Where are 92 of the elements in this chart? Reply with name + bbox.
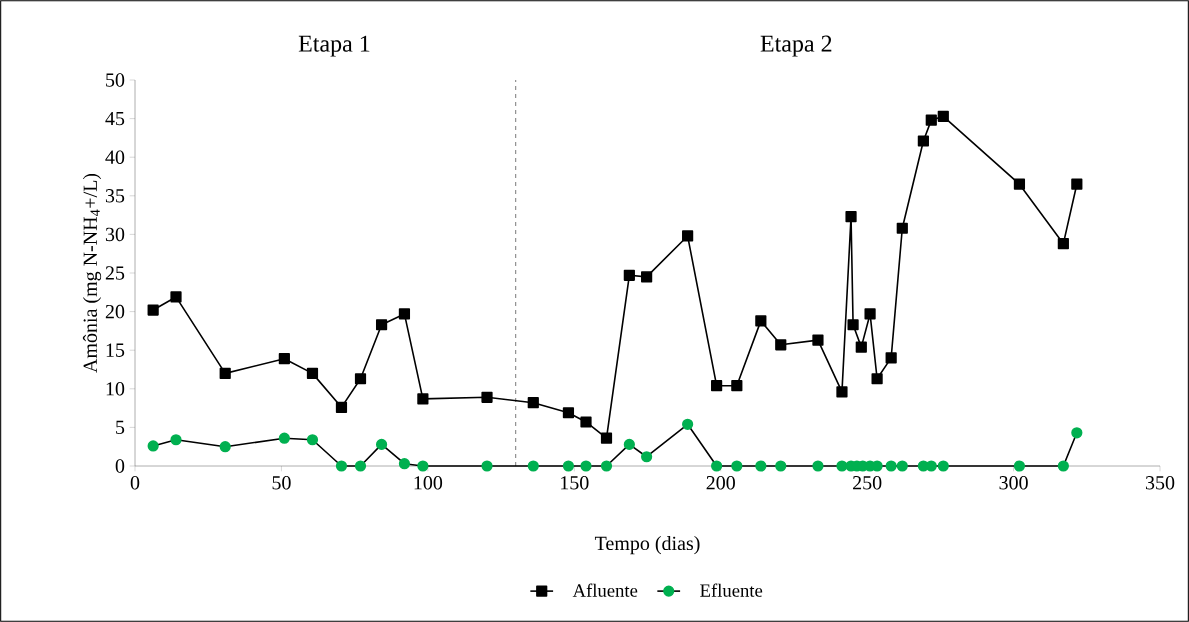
point [600, 460, 613, 472]
point [219, 441, 231, 453]
point [562, 407, 575, 419]
point [481, 460, 493, 472]
point [1057, 460, 1069, 472]
y-tick-label: 20 [105, 304, 125, 319]
point [335, 460, 348, 472]
point [278, 432, 290, 444]
point [170, 434, 182, 446]
point [306, 434, 319, 446]
point [871, 373, 883, 385]
point [375, 319, 388, 331]
y-tick-label: 40 [105, 150, 125, 164]
point [885, 352, 897, 364]
point [147, 304, 159, 316]
point [1013, 460, 1026, 472]
legend-label: Efluente [700, 583, 763, 597]
y-tick-label: 5 [116, 420, 125, 435]
y-tick-label: 45 [105, 111, 125, 126]
point [755, 460, 767, 472]
point [711, 460, 723, 472]
point [682, 230, 694, 242]
point [1057, 238, 1069, 250]
x-tick-label: 200 [706, 476, 735, 490]
y-tick-label: 10 [106, 382, 125, 396]
y-tick-label: 0 [115, 459, 125, 473]
y-tick-label: 15 [106, 343, 125, 357]
point [775, 460, 787, 472]
text: Etapa 1 [298, 35, 370, 57]
x-tick-label: 50 [272, 476, 291, 490]
point [682, 418, 694, 430]
point [847, 319, 859, 331]
point [219, 367, 231, 379]
point [306, 367, 319, 379]
y-tick-label: 30 [105, 227, 125, 242]
point [925, 114, 937, 126]
legend-label: Afluente [572, 583, 638, 597]
point [354, 460, 367, 472]
point [731, 380, 743, 392]
x-tick-label: 350 [1145, 476, 1175, 490]
point [896, 460, 908, 472]
point [845, 211, 857, 223]
point [278, 353, 290, 365]
point [917, 135, 929, 147]
point [417, 393, 429, 405]
point [335, 401, 348, 413]
point [812, 334, 824, 346]
point [937, 110, 949, 122]
point [641, 451, 653, 463]
point [600, 432, 613, 444]
point [623, 269, 635, 281]
x-tick-label: 100 [414, 476, 443, 490]
point [398, 458, 411, 470]
point [775, 339, 787, 351]
point [1071, 178, 1083, 190]
x-tick-label: 150 [561, 476, 589, 490]
point [527, 460, 539, 472]
point [836, 386, 848, 398]
point [354, 373, 367, 385]
y-tick-label: 35 [105, 189, 125, 203]
point [375, 438, 388, 450]
point [580, 460, 592, 472]
point [896, 222, 908, 234]
point [398, 308, 411, 320]
point [755, 315, 767, 327]
point [864, 308, 876, 320]
point [527, 397, 539, 409]
y-tick-label: 50 [106, 73, 125, 87]
point [481, 391, 493, 403]
x-tick-label: 250 [853, 476, 882, 490]
point [417, 460, 429, 472]
point [731, 460, 743, 472]
point [1013, 178, 1026, 190]
point [812, 460, 824, 472]
point [580, 416, 592, 428]
point [641, 271, 653, 283]
point [147, 440, 159, 452]
point [855, 341, 867, 353]
point [711, 380, 723, 392]
point [1071, 427, 1083, 439]
y-tick-label: 25 [105, 266, 125, 280]
point [623, 438, 635, 450]
point [170, 291, 182, 303]
y-axis-title: Amônia (mg N-NH$_{4}$+/L) [82, 173, 102, 373]
x-tick-label: 300 [999, 476, 1028, 490]
point [937, 460, 949, 472]
x-axis-title: Tempo (dias) [594, 536, 700, 555]
point [562, 460, 575, 472]
point [836, 460, 848, 472]
text: Etapa 2 [760, 35, 832, 57]
point [885, 460, 897, 472]
x-tick-label: 0 [130, 476, 140, 490]
